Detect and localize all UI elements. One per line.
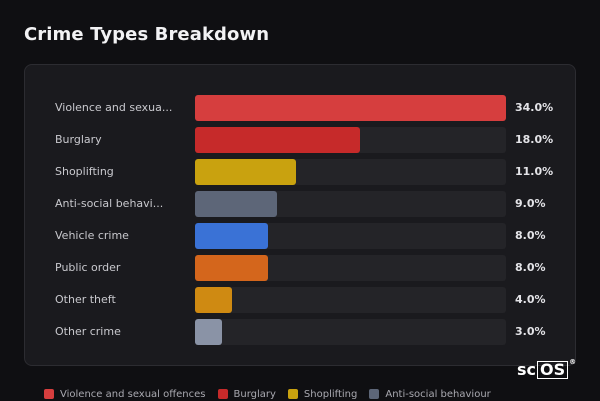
bar-row: Public order 8.0% xyxy=(25,255,575,281)
legend-label: Shoplifting xyxy=(303,388,358,400)
bar-track xyxy=(195,287,506,313)
legend-swatch xyxy=(287,389,298,399)
brand-prefix: sc xyxy=(517,360,537,379)
bar-category-label: Other crime xyxy=(55,325,121,338)
bar-track xyxy=(195,95,506,121)
bar-value-label: 34.0% xyxy=(515,101,554,114)
brand-logo: sc OS ® xyxy=(517,357,577,380)
bar-value-label: 8.0% xyxy=(515,261,546,274)
legend-label: Burglary xyxy=(233,388,276,400)
bar-category-label: Violence and sexua... xyxy=(55,101,173,114)
bar-row: Shoplifting 11.0% xyxy=(25,159,575,185)
legend-swatch xyxy=(217,389,228,399)
bar-row: Other crime 3.0% xyxy=(25,319,575,345)
chart-panel: Violence and sexua... 34.0% Burglary 18.0% S… xyxy=(24,64,576,366)
bar-category-label: Anti-social behavi... xyxy=(55,197,164,210)
bar-value-label: 18.0% xyxy=(515,133,554,146)
bar-category-label: Public order xyxy=(55,261,121,274)
bar xyxy=(195,255,268,281)
bar xyxy=(195,127,360,153)
legend-swatch xyxy=(369,389,380,399)
bar-row: Burglary 18.0% xyxy=(25,127,575,153)
bar-track xyxy=(195,255,506,281)
bar xyxy=(195,95,506,121)
legend-item: Burglary xyxy=(217,388,276,400)
bar-track xyxy=(195,191,506,217)
bar xyxy=(195,319,222,345)
bar-category-label: Vehicle crime xyxy=(55,229,129,242)
bar-category-label: Other theft xyxy=(55,293,116,306)
bar-track xyxy=(195,319,506,345)
chart-legend: Violence and sexual offences Burglary Shop… xyxy=(44,387,503,401)
page-title: Crime Types Breakdown xyxy=(24,24,270,45)
bar-row: Violence and sexua... 34.0% xyxy=(25,95,575,121)
bar-row: Anti-social behavi... 9.0% xyxy=(25,191,575,217)
bar-row: Other theft 4.0% xyxy=(25,287,575,313)
bar xyxy=(195,223,268,249)
legend-item: Violence and sexual offences xyxy=(44,389,206,400)
bar-value-label: 9.0% xyxy=(515,197,546,210)
brand-registered-mark: ® xyxy=(569,357,577,366)
bar-row: Vehicle crime 8.0% xyxy=(25,223,575,249)
bar-category-label: Shoplifting xyxy=(55,165,114,178)
bar xyxy=(195,287,232,313)
legend-item: Shoplifting xyxy=(287,388,358,400)
legend-label: Anti-social behaviour xyxy=(385,388,491,400)
brand-boxed: OS xyxy=(537,360,569,379)
bar-track xyxy=(195,159,506,185)
legend-swatch xyxy=(44,389,54,399)
bar-track xyxy=(195,127,506,153)
legend-item: Anti-social behaviour xyxy=(369,388,491,400)
legend-label: Violence and sexual offences xyxy=(60,388,206,400)
bar-category-label: Burglary xyxy=(55,133,102,146)
bar-value-label: 8.0% xyxy=(515,229,546,242)
bar-track xyxy=(195,223,506,249)
bar-value-label: 11.0% xyxy=(515,165,554,178)
bar xyxy=(195,191,277,217)
bar-value-label: 4.0% xyxy=(515,293,546,306)
bar-value-label: 3.0% xyxy=(515,325,546,338)
bar xyxy=(195,159,296,185)
